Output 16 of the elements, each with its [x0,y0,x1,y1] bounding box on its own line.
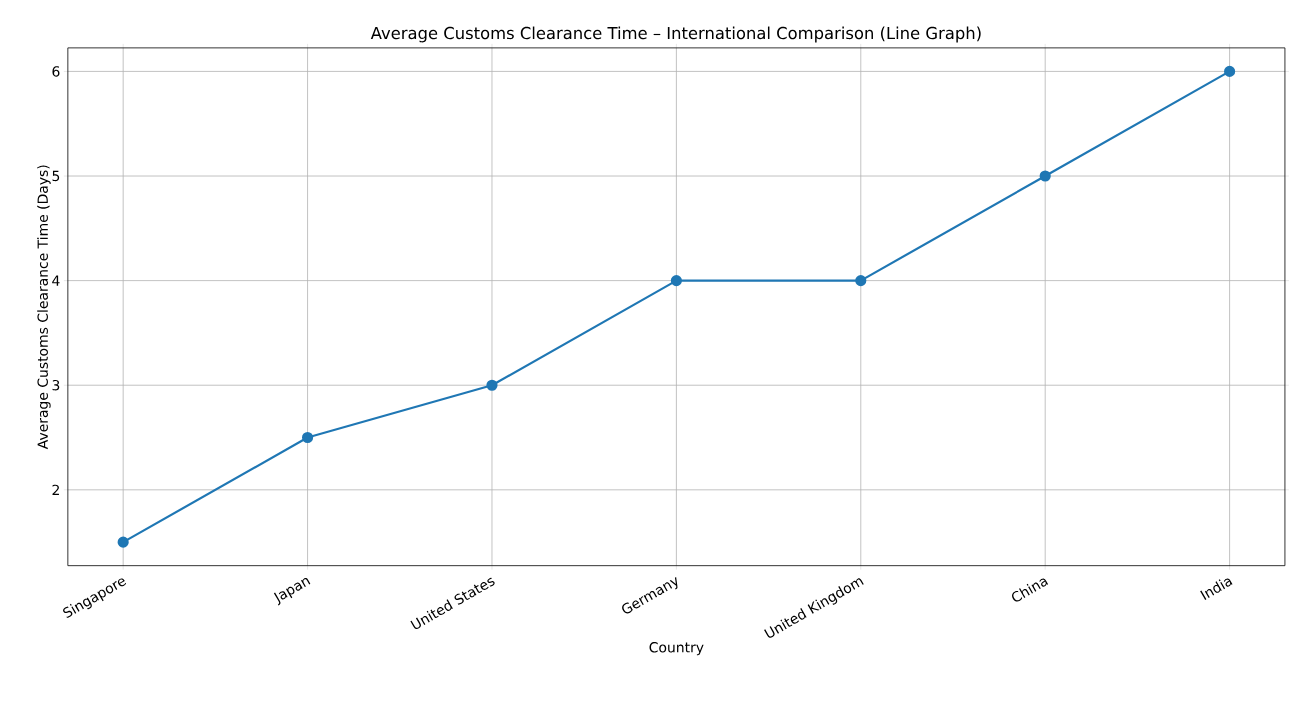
y-tick-label: 5 [52,170,60,182]
point [1039,170,1051,182]
x-axis-title: Country [649,641,704,656]
y-tick-label: 3 [52,379,60,391]
y-axis-title: Average Customs Clearance Time (Days) [37,165,51,449]
y-tick-label: 4 [52,275,60,286]
y-tick-label: 6 [52,65,60,77]
point [486,379,498,391]
chart-title: Average Customs Clearance Time – International Comparison (Line Graph) [370,26,981,43]
point [670,274,682,287]
point [117,536,129,548]
point [301,431,314,443]
y-tick-label: 2 [52,484,59,495]
point [855,274,867,287]
x-tick-label: India [1200,578,1233,600]
point [1224,65,1236,77]
